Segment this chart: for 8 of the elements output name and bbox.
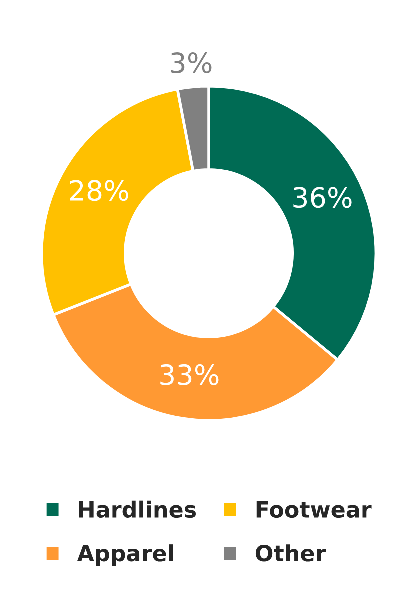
legend-label: Apparel	[77, 544, 174, 566]
data-label: 36%	[294, 187, 352, 208]
legend-label: Other	[256, 544, 326, 562]
data-label: 3%	[171, 52, 212, 74]
legend-label: Hardlines	[79, 500, 196, 518]
data-label: 28%	[70, 180, 128, 202]
legend-label: Footwear	[256, 502, 372, 518]
data-label: 33%	[160, 364, 219, 386]
